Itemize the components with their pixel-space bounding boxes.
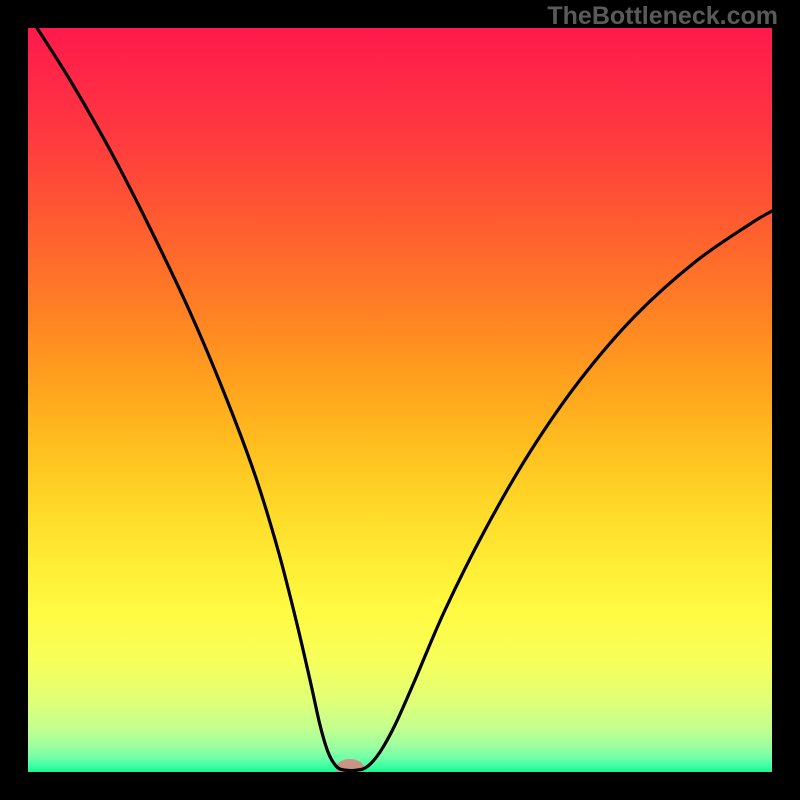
plot-background bbox=[28, 28, 772, 772]
watermark-text: TheBottleneck.com bbox=[547, 2, 778, 31]
chart-container: { "watermark": { "text": "TheBottleneck.… bbox=[0, 0, 800, 800]
bottleneck-chart bbox=[0, 0, 800, 800]
